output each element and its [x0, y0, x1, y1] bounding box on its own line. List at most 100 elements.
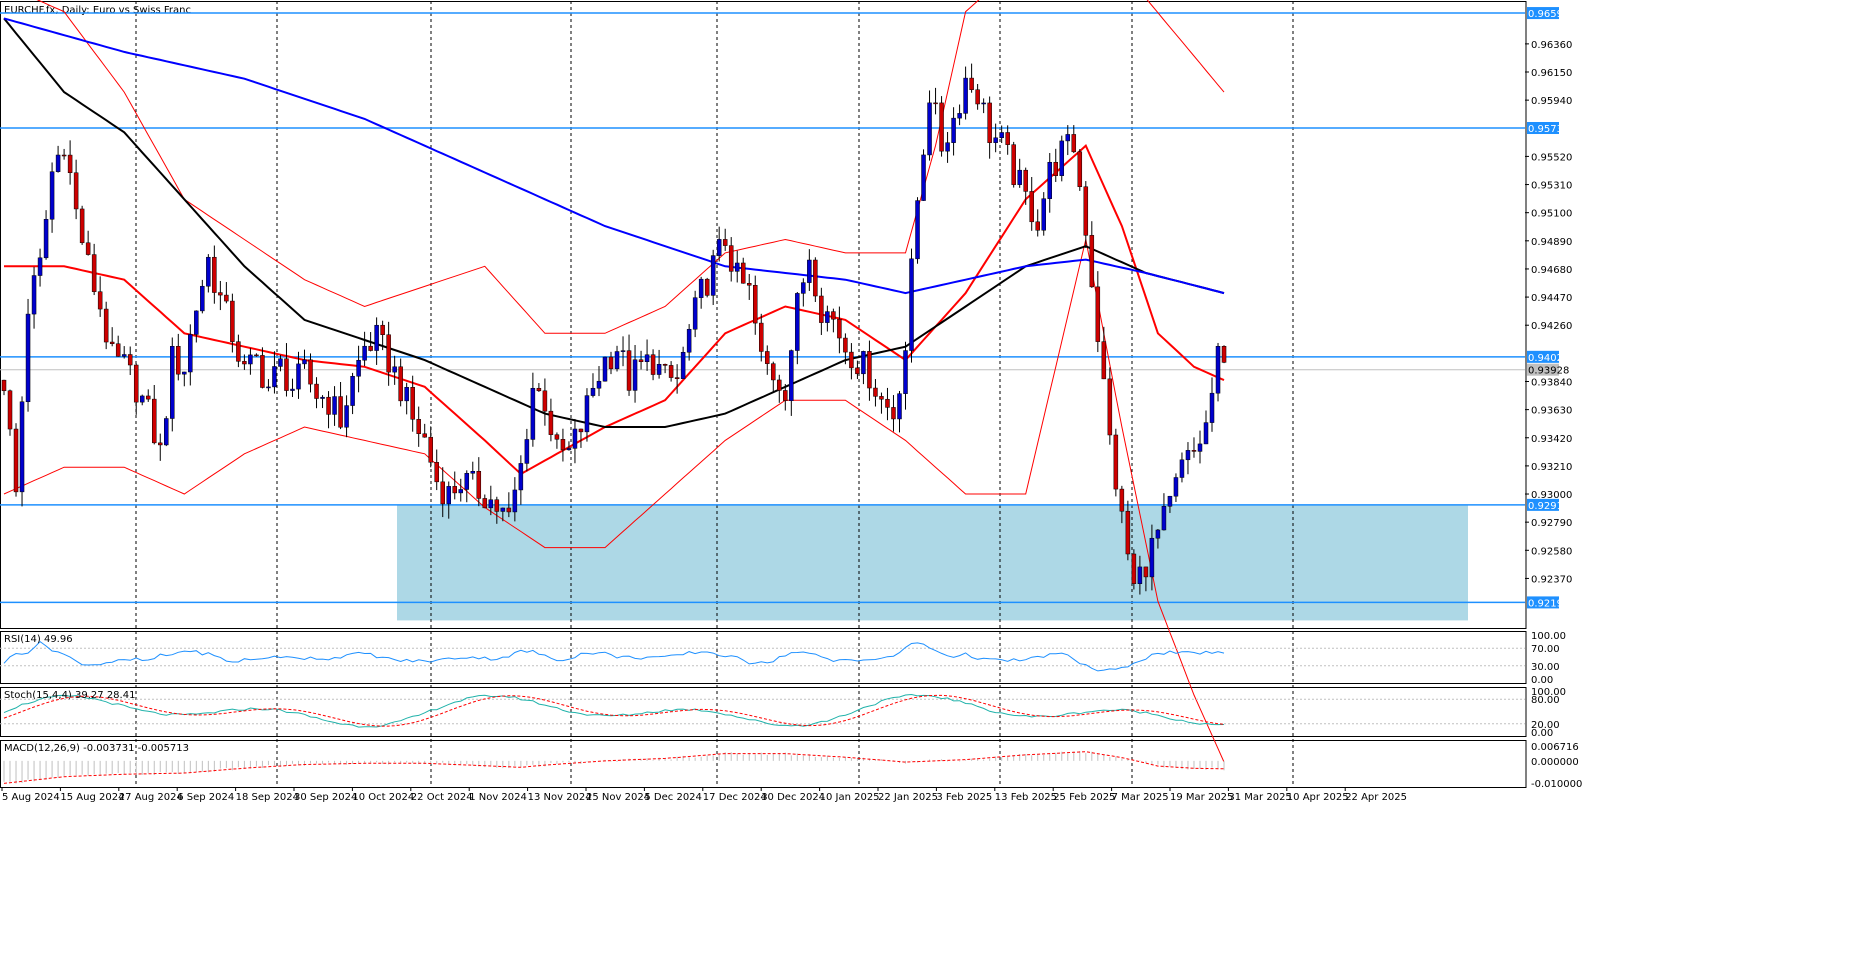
candle-body-146[interactable] [879, 396, 884, 400]
candle-body-181[interactable] [1089, 235, 1095, 288]
candle-body-195[interactable] [1173, 477, 1179, 497]
candle-body-46[interactable] [278, 358, 283, 367]
candle-body-29[interactable] [176, 346, 181, 375]
candle-body-34[interactable] [206, 256, 211, 287]
candle-body-201[interactable] [1209, 392, 1215, 423]
candle-body-182[interactable] [1095, 286, 1101, 342]
candle-body-159[interactable] [957, 113, 962, 119]
candle-body-174[interactable] [1047, 161, 1052, 199]
candle-body-47[interactable] [284, 358, 289, 391]
candle-body-84[interactable] [506, 507, 512, 513]
candle-body-116[interactable] [698, 278, 704, 298]
candle-body-74[interactable] [446, 486, 451, 505]
candle-body-109[interactable] [656, 363, 662, 375]
candle-body-81[interactable] [488, 499, 494, 509]
candle-body-183[interactable] [1101, 341, 1107, 380]
candle-body-118[interactable] [710, 255, 716, 296]
candle-body-167[interactable] [1005, 132, 1010, 145]
candle-body-203[interactable] [1221, 346, 1227, 363]
candle-body-150[interactable] [903, 350, 908, 394]
candle-body-156[interactable] [939, 102, 944, 152]
candle-body-185[interactable] [1113, 434, 1119, 490]
candle-body-41[interactable] [248, 354, 253, 365]
candle-body-54[interactable] [326, 396, 331, 415]
candle-body-171[interactable] [1029, 191, 1034, 223]
candle-body-72[interactable] [434, 462, 439, 483]
candle-body-157[interactable] [945, 142, 950, 152]
candle-body-100[interactable] [602, 356, 608, 382]
candle-body-173[interactable] [1041, 198, 1046, 231]
candle-body-140[interactable] [843, 337, 848, 353]
candle-body-44[interactable] [266, 386, 271, 389]
candle-body-88[interactable] [530, 387, 536, 440]
candle-body-91[interactable] [548, 410, 554, 435]
candle-body-45[interactable] [272, 366, 277, 388]
candle-body-28[interactable] [170, 346, 175, 419]
candle-body-145[interactable] [873, 387, 878, 397]
candle-body-56[interactable] [338, 396, 343, 428]
candle-body-148[interactable] [891, 407, 896, 420]
candle-body-2[interactable] [13, 428, 19, 493]
candle-body-42[interactable] [254, 354, 259, 357]
candle-body-66[interactable] [398, 366, 403, 402]
candle-body-103[interactable] [620, 350, 626, 352]
candle-body-161[interactable] [969, 77, 974, 90]
candle-body-87[interactable] [524, 439, 530, 464]
candle-body-113[interactable] [680, 351, 686, 380]
candle-body-4[interactable] [25, 313, 31, 403]
candle-body-65[interactable] [392, 366, 397, 373]
candle-body-12[interactable] [73, 172, 79, 210]
candle-body-115[interactable] [692, 297, 698, 330]
candle-body-163[interactable] [981, 102, 986, 105]
candle-body-32[interactable] [194, 310, 199, 335]
candle-body-71[interactable] [428, 436, 433, 463]
candle-body-36[interactable] [218, 292, 223, 296]
candle-body-193[interactable] [1161, 506, 1167, 531]
candle-body-132[interactable] [795, 293, 800, 351]
candle-body-23[interactable] [139, 395, 145, 403]
candle-body-75[interactable] [452, 486, 457, 494]
candle-body-64[interactable] [386, 334, 391, 373]
candle-body-62[interactable] [374, 324, 379, 351]
candle-body-197[interactable] [1185, 450, 1191, 461]
candle-body-10[interactable] [61, 154, 67, 157]
candle-body-53[interactable] [320, 396, 325, 399]
candle-body-123[interactable] [740, 262, 746, 284]
candle-body-105[interactable] [632, 359, 638, 391]
candle-body-39[interactable] [236, 341, 241, 362]
candle-body-76[interactable] [458, 489, 464, 494]
candle-body-25[interactable] [152, 398, 157, 444]
candle-body-73[interactable] [440, 481, 445, 505]
candle-body-175[interactable] [1053, 161, 1058, 176]
candle-body-26[interactable] [158, 442, 163, 446]
candle-body-52[interactable] [314, 383, 319, 399]
candle-body-20[interactable] [121, 354, 127, 357]
candle-body-13[interactable] [79, 208, 85, 244]
candle-body-96[interactable] [578, 428, 584, 433]
candle-body-151[interactable] [909, 258, 914, 351]
candle-body-199[interactable] [1197, 443, 1203, 452]
candle-body-144[interactable] [867, 351, 872, 389]
candle-body-17[interactable] [103, 308, 109, 343]
candle-body-99[interactable] [596, 380, 602, 389]
candle-body-112[interactable] [674, 377, 680, 380]
candle-body-177[interactable] [1065, 134, 1071, 142]
candle-body-14[interactable] [85, 242, 91, 255]
candle-body-50[interactable] [302, 359, 307, 365]
candle-body-18[interactable] [109, 341, 115, 344]
candle-body-134[interactable] [807, 259, 812, 283]
candle-body-202[interactable] [1215, 346, 1221, 394]
candle-body-31[interactable] [188, 334, 193, 373]
candle-body-43[interactable] [260, 355, 265, 388]
candle-body-142[interactable] [855, 367, 860, 375]
candle-body-121[interactable] [728, 245, 734, 272]
candle-body-22[interactable] [133, 364, 139, 403]
candle-body-104[interactable] [626, 350, 632, 391]
candle-body-40[interactable] [242, 361, 247, 365]
candle-body-92[interactable] [554, 434, 560, 440]
candle-body-82[interactable] [494, 499, 500, 512]
candle-body-6[interactable] [37, 257, 43, 276]
candle-body-179[interactable] [1077, 151, 1083, 188]
